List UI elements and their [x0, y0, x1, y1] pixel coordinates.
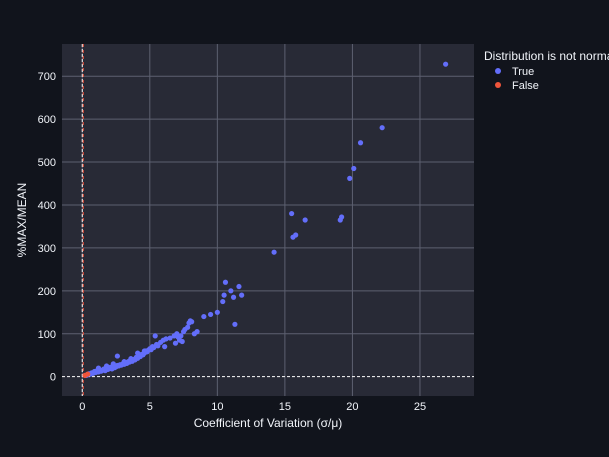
data-point-true[interactable] — [339, 214, 345, 220]
data-point-true[interactable] — [178, 333, 184, 339]
x-tick-label: 5 — [147, 401, 153, 413]
legend[interactable]: Distribution is not normal True False — [484, 49, 609, 92]
data-point-true[interactable] — [220, 298, 226, 305]
data-point-true[interactable] — [347, 175, 353, 181]
y-tick-label: 400 — [38, 200, 56, 212]
legend-title: Distribution is not normal — [484, 49, 609, 63]
data-point-true[interactable] — [121, 359, 127, 365]
tick-labels: 0 5 10 15 20 25 0 100 200 300 400 500 600 700 — [38, 71, 426, 413]
legend-item-true[interactable]: True — [512, 66, 534, 78]
x-tick-label: 15 — [279, 401, 291, 413]
data-point-true[interactable] — [163, 336, 169, 342]
data-point-true[interactable] — [222, 279, 229, 285]
y-tick-label: 100 — [38, 329, 56, 341]
data-point-true[interactable] — [128, 356, 134, 362]
y-tick-label: 600 — [38, 114, 56, 126]
x-tick-label: 0 — [79, 401, 85, 413]
data-point-true[interactable] — [443, 61, 449, 67]
data-point-true[interactable] — [221, 292, 227, 298]
plot-area — [62, 44, 474, 396]
x-axis-title: Coefficient of Variation (σ/μ) — [194, 416, 343, 430]
data-point-true[interactable] — [189, 319, 195, 325]
legend-item-false[interactable]: False — [512, 80, 539, 92]
data-point-true[interactable] — [357, 140, 364, 146]
data-point-true[interactable] — [232, 321, 238, 327]
legend-marker-true — [495, 68, 501, 74]
data-point-true[interactable] — [135, 350, 141, 356]
data-point-true[interactable] — [185, 324, 191, 330]
y-tick-label: 0 — [50, 372, 56, 384]
data-point-true[interactable] — [302, 217, 308, 223]
x-tick-label: 20 — [346, 401, 358, 413]
data-point-false[interactable] — [85, 371, 91, 377]
legend-marker-false — [495, 82, 501, 88]
data-point-true[interactable] — [103, 363, 110, 369]
data-point-true[interactable] — [214, 309, 220, 315]
data-point-true[interactable] — [114, 353, 120, 359]
data-point-true[interactable] — [289, 210, 295, 217]
data-point-true[interactable] — [152, 333, 158, 339]
y-tick-label: 300 — [38, 243, 56, 255]
y-tick-label: 700 — [38, 71, 56, 83]
data-point-true[interactable] — [230, 294, 237, 300]
data-point-true[interactable] — [141, 348, 147, 354]
data-point-true[interactable] — [167, 335, 173, 341]
data-point-true[interactable] — [236, 283, 242, 290]
y-tick-label: 200 — [38, 286, 56, 298]
data-point-true[interactable] — [271, 249, 277, 255]
data-point-true[interactable] — [228, 288, 234, 294]
data-point-true[interactable] — [239, 292, 245, 298]
data-point-true[interactable] — [207, 311, 214, 318]
data-point-true[interactable] — [172, 340, 179, 346]
data-point-true[interactable] — [379, 125, 385, 131]
reference-lines — [62, 44, 474, 396]
x-tick-label: 10 — [211, 401, 223, 413]
data-point-true[interactable] — [95, 365, 102, 371]
data-points — [82, 61, 449, 378]
data-point-true[interactable] — [179, 338, 185, 345]
y-axis-title: %MAX/MEAN — [15, 183, 29, 258]
y-tick-label: 500 — [38, 157, 56, 169]
data-point-true[interactable] — [293, 232, 299, 238]
x-tick-label: 25 — [414, 401, 426, 413]
data-point-true[interactable] — [351, 165, 357, 172]
grid — [62, 44, 474, 396]
data-point-true[interactable] — [110, 361, 116, 367]
data-point-true[interactable] — [201, 313, 207, 320]
data-point-true[interactable] — [162, 344, 168, 350]
data-point-true[interactable] — [191, 331, 197, 337]
